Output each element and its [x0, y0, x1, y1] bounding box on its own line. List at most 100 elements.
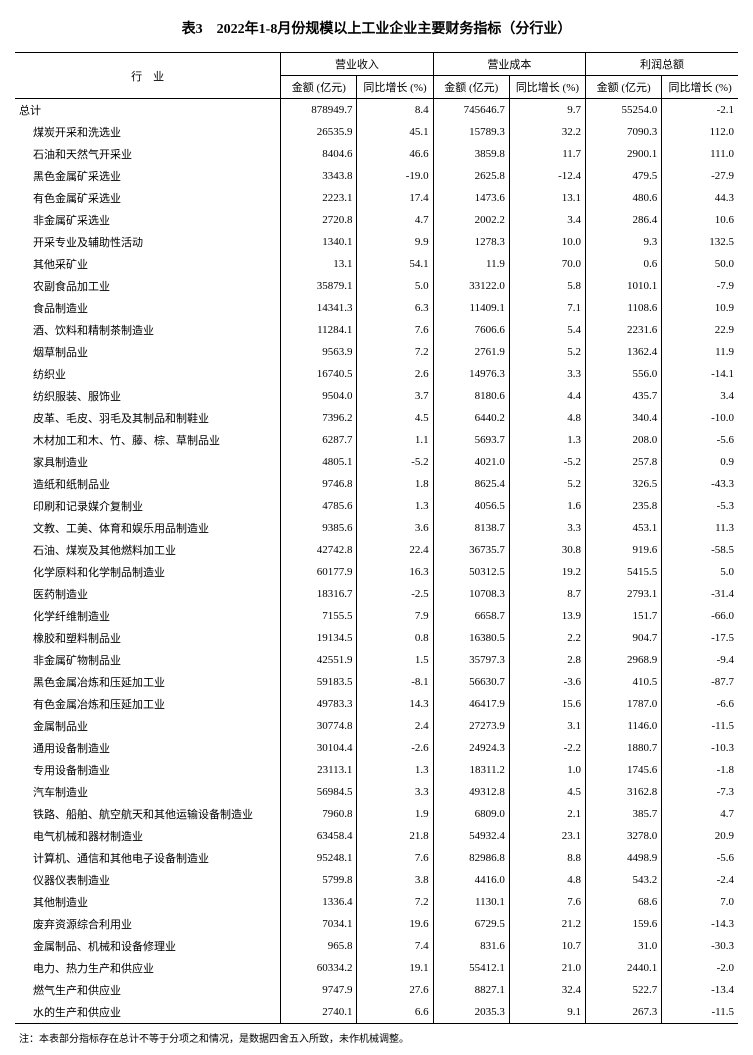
cell-growth: 3.8: [357, 869, 433, 891]
table-row: 电气机械和器材制造业63458.421.854932.423.13278.020…: [15, 825, 738, 847]
table-row: 有色金属矿采选业2223.117.41473.613.1480.644.3: [15, 187, 738, 209]
table-row: 黑色金属矿采选业3343.8-19.02625.8-12.4479.5-27.9: [15, 165, 738, 187]
table-row: 化学纤维制造业7155.57.96658.713.9151.7-66.0: [15, 605, 738, 627]
cell-growth: 7.1: [509, 297, 585, 319]
cell-amount: 4056.5: [433, 495, 509, 517]
cell-growth: 1.5: [357, 649, 433, 671]
table-row: 造纸和纸制品业9746.81.88625.45.2326.5-43.3: [15, 473, 738, 495]
cell-amount: 59183.5: [281, 671, 357, 693]
header-group-cost: 营业成本: [433, 53, 585, 76]
cell-growth: 17.4: [357, 187, 433, 209]
table-row: 煤炭开采和洗选业26535.945.115789.332.27090.3112.…: [15, 121, 738, 143]
table-row: 皮革、毛皮、羽毛及其制品和制鞋业7396.24.56440.24.8340.4-…: [15, 407, 738, 429]
table-row: 通用设备制造业30104.4-2.624924.3-2.21880.7-10.3: [15, 737, 738, 759]
cell-growth: -7.3: [662, 781, 738, 803]
cell-growth: 3.1: [509, 715, 585, 737]
cell-growth: 10.0: [509, 231, 585, 253]
cell-amount: 480.6: [586, 187, 662, 209]
header-growth: 同比增长 (%): [357, 76, 433, 99]
cell-growth: 7.2: [357, 891, 433, 913]
cell-growth: 23.1: [509, 825, 585, 847]
cell-amount: 15789.3: [433, 121, 509, 143]
industry-name: 通用设备制造业: [15, 737, 281, 759]
cell-amount: 8404.6: [281, 143, 357, 165]
cell-growth: -3.6: [509, 671, 585, 693]
cell-growth: 7.9: [357, 605, 433, 627]
cell-growth: 1.8: [357, 473, 433, 495]
industry-name: 专用设备制造业: [15, 759, 281, 781]
cell-amount: 9746.8: [281, 473, 357, 495]
industry-name: 水的生产和供应业: [15, 1001, 281, 1024]
cell-amount: 49312.8: [433, 781, 509, 803]
table-row: 其他制造业1336.47.21130.17.668.67.0: [15, 891, 738, 913]
cell-amount: 1146.0: [586, 715, 662, 737]
table-row: 金属制品、机械和设备修理业965.87.4831.610.731.0-30.3: [15, 935, 738, 957]
cell-amount: 2002.2: [433, 209, 509, 231]
cell-growth: -2.4: [662, 869, 738, 891]
cell-growth: 7.4: [357, 935, 433, 957]
table-row: 计算机、通信和其他电子设备制造业95248.17.682986.88.84498…: [15, 847, 738, 869]
cell-amount: 35879.1: [281, 275, 357, 297]
cell-amount: 1130.1: [433, 891, 509, 913]
industry-name: 造纸和纸制品业: [15, 473, 281, 495]
industry-name: 电力、热力生产和供应业: [15, 957, 281, 979]
table-row: 木材加工和木、竹、藤、棕、草制品业6287.71.15693.71.3208.0…: [15, 429, 738, 451]
cell-amount: 745646.7: [433, 99, 509, 122]
industry-name: 石油、煤炭及其他燃料加工业: [15, 539, 281, 561]
cell-growth: 2.6: [357, 363, 433, 385]
cell-growth: 4.8: [509, 407, 585, 429]
cell-growth: 14.3: [357, 693, 433, 715]
cell-amount: 1010.1: [586, 275, 662, 297]
cell-growth: -10.0: [662, 407, 738, 429]
cell-amount: 11409.1: [433, 297, 509, 319]
cell-amount: 55412.1: [433, 957, 509, 979]
industry-name: 其他采矿业: [15, 253, 281, 275]
cell-amount: 4805.1: [281, 451, 357, 473]
cell-growth: 132.5: [662, 231, 738, 253]
cell-amount: 3162.8: [586, 781, 662, 803]
industry-name: 燃气生产和供应业: [15, 979, 281, 1001]
industry-name: 非金属矿采选业: [15, 209, 281, 231]
table-row: 专用设备制造业23113.11.318311.21.01745.6-1.8: [15, 759, 738, 781]
cell-growth: 32.2: [509, 121, 585, 143]
industry-name: 印刷和记录媒介复制业: [15, 495, 281, 517]
cell-growth: -2.0: [662, 957, 738, 979]
cell-growth: 5.2: [509, 473, 585, 495]
cell-amount: 2440.1: [586, 957, 662, 979]
industry-name: 汽车制造业: [15, 781, 281, 803]
cell-growth: -2.2: [509, 737, 585, 759]
cell-amount: 7155.5: [281, 605, 357, 627]
header-group-profit: 利润总额: [586, 53, 738, 76]
cell-amount: 14341.3: [281, 297, 357, 319]
header-group-revenue: 营业收入: [281, 53, 433, 76]
cell-growth: -58.5: [662, 539, 738, 561]
cell-growth: 3.4: [662, 385, 738, 407]
cell-growth: 27.6: [357, 979, 433, 1001]
industry-name: 橡胶和塑料制品业: [15, 627, 281, 649]
table-row: 文教、工美、体育和娱乐用品制造业9385.63.68138.73.3453.11…: [15, 517, 738, 539]
cell-growth: 9.1: [509, 1001, 585, 1024]
cell-growth: 21.2: [509, 913, 585, 935]
cell-growth: 3.7: [357, 385, 433, 407]
cell-growth: 1.1: [357, 429, 433, 451]
cell-amount: 16740.5: [281, 363, 357, 385]
cell-amount: 82986.8: [433, 847, 509, 869]
cell-growth: 20.9: [662, 825, 738, 847]
cell-amount: 4785.6: [281, 495, 357, 517]
table-body: 总计878949.78.4745646.79.755254.0-2.1煤炭开采和…: [15, 99, 738, 1024]
table-row: 黑色金属冶炼和压延加工业59183.5-8.156630.7-3.6410.5-…: [15, 671, 738, 693]
industry-name: 化学原料和化学制品制造业: [15, 561, 281, 583]
table-row: 总计878949.78.4745646.79.755254.0-2.1: [15, 99, 738, 122]
cell-growth: 13.9: [509, 605, 585, 627]
industry-name: 有色金属矿采选业: [15, 187, 281, 209]
industry-name: 金属制品业: [15, 715, 281, 737]
cell-growth: 19.6: [357, 913, 433, 935]
industry-name: 皮革、毛皮、羽毛及其制品和制鞋业: [15, 407, 281, 429]
industry-name: 医药制造业: [15, 583, 281, 605]
industry-name: 纺织服装、服饰业: [15, 385, 281, 407]
cell-growth: 15.6: [509, 693, 585, 715]
cell-amount: 68.6: [586, 891, 662, 913]
cell-growth: 9.9: [357, 231, 433, 253]
cell-growth: 3.6: [357, 517, 433, 539]
cell-growth: 10.7: [509, 935, 585, 957]
